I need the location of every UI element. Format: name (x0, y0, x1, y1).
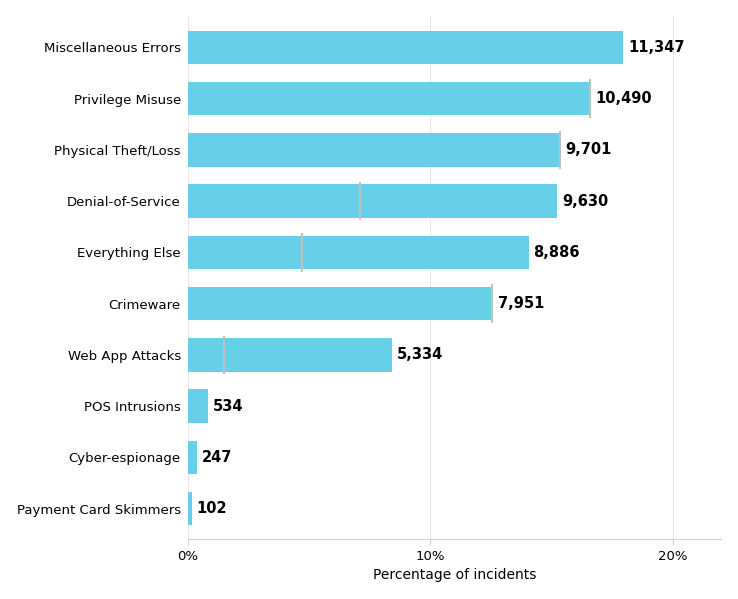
Text: 5,334: 5,334 (397, 347, 444, 362)
Text: 534: 534 (213, 398, 244, 414)
Bar (187, 492, 192, 525)
Bar (187, 287, 493, 320)
Text: 247: 247 (202, 450, 232, 465)
Text: 9,701: 9,701 (565, 143, 611, 158)
X-axis label: Percentage of incidents: Percentage of incidents (373, 568, 537, 582)
Text: 102: 102 (196, 501, 227, 516)
Text: 10,490: 10,490 (595, 91, 652, 106)
Text: 11,347: 11,347 (628, 40, 684, 55)
Bar (187, 184, 557, 218)
Text: 9,630: 9,630 (562, 193, 608, 208)
Text: 8,886: 8,886 (534, 245, 580, 260)
Bar (187, 338, 393, 371)
Bar (187, 133, 560, 167)
Bar (187, 236, 528, 269)
Bar (187, 31, 623, 64)
Bar (187, 441, 197, 474)
Text: 7,951: 7,951 (497, 296, 544, 311)
Bar (187, 82, 590, 116)
Bar (187, 389, 208, 423)
